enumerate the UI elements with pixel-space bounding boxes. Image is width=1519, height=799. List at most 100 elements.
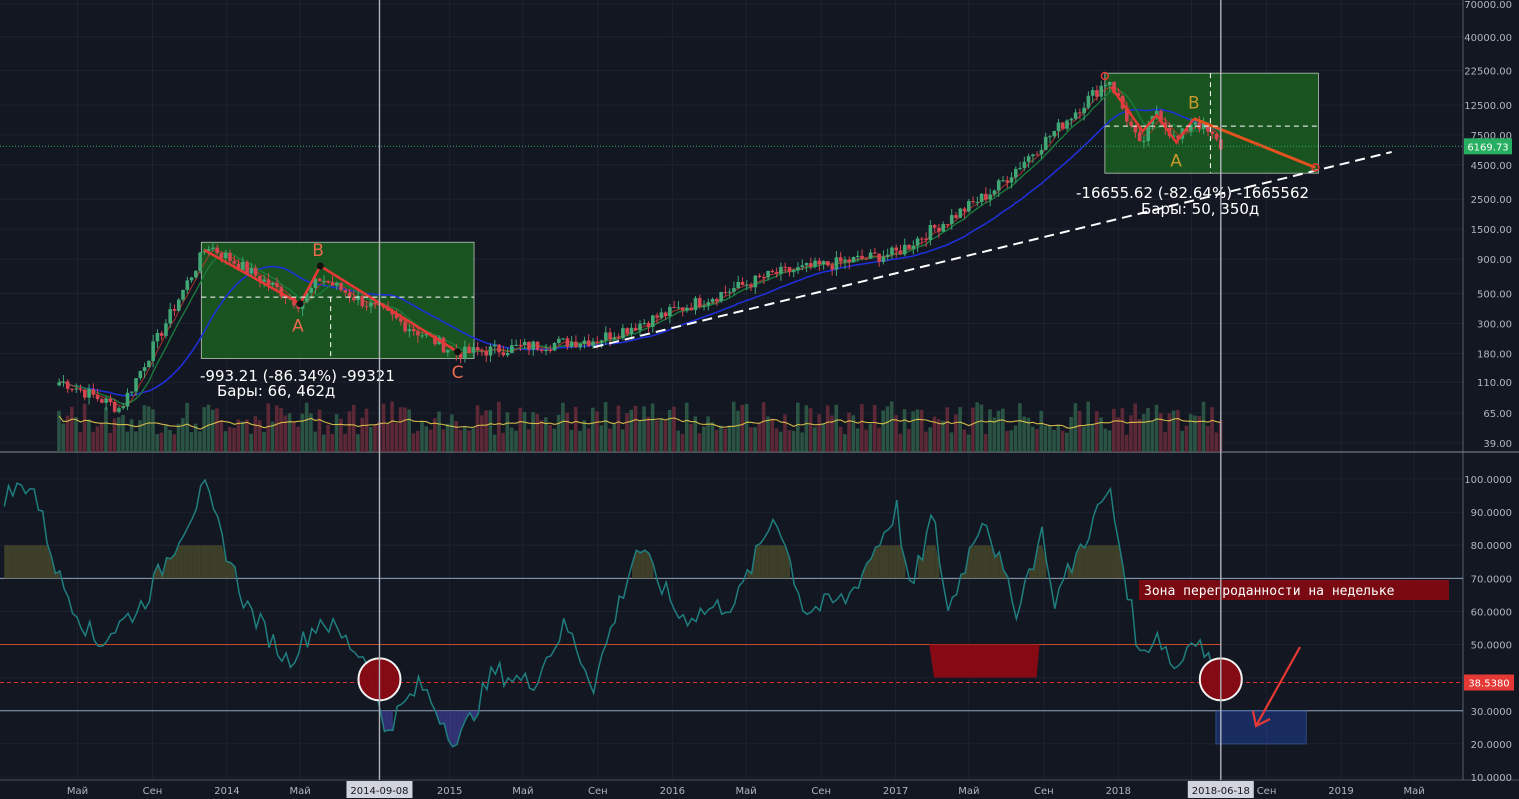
oversold-fill	[444, 710, 449, 741]
overbought-fill	[42, 545, 47, 579]
volume-bar	[902, 409, 907, 452]
candle-body	[723, 292, 728, 294]
rsi-tick-label: 60.0000	[1471, 607, 1512, 618]
candle-body	[693, 298, 698, 311]
volume-bar	[1107, 430, 1112, 452]
pattern2-label-a: A	[1170, 151, 1182, 171]
candle-body	[147, 360, 151, 368]
overbought-fill	[649, 553, 654, 579]
volume-bar	[898, 433, 903, 452]
time-axis: Май Сен 2014 Май 2014-09-08 2015 Май Сен 2016 Май…	[67, 781, 1425, 798]
volume-bar	[266, 403, 271, 452]
volume-bar	[445, 423, 450, 452]
price-tick-label: 70000.00	[1464, 0, 1512, 11]
candle-body	[578, 343, 582, 348]
volume-bar	[881, 410, 886, 452]
candle-body	[787, 267, 792, 273]
current-rsi-tag	[1464, 674, 1514, 691]
overbought-fill	[55, 570, 60, 579]
candle-body	[655, 315, 659, 318]
volume-bar	[373, 424, 377, 452]
candle-body	[1073, 112, 1078, 119]
candle-body	[151, 341, 155, 361]
current-price-tag	[1464, 138, 1512, 155]
candle-body	[650, 315, 655, 327]
candle-body	[416, 331, 420, 336]
candle-body	[826, 261, 830, 266]
volume-bar	[514, 430, 518, 452]
overbought-fill	[879, 545, 885, 579]
candle-body	[1129, 121, 1133, 126]
overbought-fill	[1110, 545, 1115, 579]
volume-bar	[501, 432, 505, 452]
volume-bar	[757, 423, 762, 452]
overbought-fill	[982, 545, 987, 579]
candle-body	[971, 201, 975, 203]
candle-body	[1197, 122, 1202, 129]
candle-body	[544, 349, 548, 352]
candle-body	[851, 256, 856, 263]
candle-body	[223, 252, 228, 259]
volume-bar	[612, 423, 616, 452]
volume-bar	[518, 407, 523, 452]
volume-bar	[962, 429, 967, 452]
candle-body	[403, 321, 407, 332]
candle-body	[629, 327, 634, 334]
candle-body	[569, 341, 574, 347]
volume-bar	[1043, 425, 1048, 452]
volume-bar	[663, 420, 668, 452]
volume-bar	[189, 431, 194, 452]
candle-body	[505, 352, 510, 356]
candle-body	[232, 261, 237, 264]
overbought-fill	[918, 555, 923, 579]
candle-body	[1137, 132, 1142, 142]
price-tick-label: 12500.00	[1464, 101, 1512, 112]
price-tick-label: 2500.00	[1471, 195, 1512, 206]
candle-body	[322, 280, 326, 282]
candle-body	[608, 332, 612, 340]
volume-bar	[497, 401, 501, 452]
price-axis: 70000.00 40000.00 22500.00 12500.00 7500.00 4…	[1464, 0, 1512, 450]
candle-body	[783, 266, 787, 268]
overbought-fill	[926, 545, 931, 579]
volume-bar	[783, 414, 787, 452]
volume-bar	[830, 415, 834, 452]
volume-bar	[163, 424, 168, 452]
volume-bar	[749, 427, 753, 452]
overbought-fill	[1076, 545, 1081, 579]
overbought-fill	[986, 545, 991, 579]
candle-body	[945, 223, 950, 225]
candle-body	[595, 341, 600, 343]
candle-body	[633, 327, 638, 331]
volume-bar	[1026, 417, 1031, 452]
volume-bar	[321, 434, 326, 452]
candle-body	[890, 247, 894, 255]
candle-body	[668, 307, 672, 317]
candle-body	[979, 193, 984, 203]
candle-body	[574, 341, 578, 348]
candle-body	[680, 307, 685, 311]
time-tick-label: Сен	[143, 786, 163, 797]
candle-body	[809, 263, 813, 267]
price-tick-label: 300.00	[1477, 319, 1512, 330]
time-tick-label: Сен	[1034, 786, 1054, 797]
volume-bar	[257, 420, 262, 452]
pattern2-label-b: B	[1188, 94, 1200, 114]
rsi-tick-label: 10.0000	[1471, 773, 1512, 784]
candle-body	[317, 278, 322, 282]
candle-body	[522, 341, 527, 345]
volume-bar	[215, 408, 219, 452]
candle-body	[390, 310, 395, 315]
candle-body	[779, 266, 783, 274]
candle-body	[715, 299, 719, 302]
time-highlight-tag	[1187, 781, 1254, 798]
volume-bar	[573, 406, 578, 452]
volume-bar	[484, 410, 488, 452]
candle-body	[108, 398, 113, 403]
volume-bar	[249, 433, 253, 452]
volume-bar	[620, 429, 625, 452]
candle-body	[518, 344, 523, 346]
time-tick-label: Май	[290, 786, 311, 797]
candle-body	[1022, 161, 1027, 168]
